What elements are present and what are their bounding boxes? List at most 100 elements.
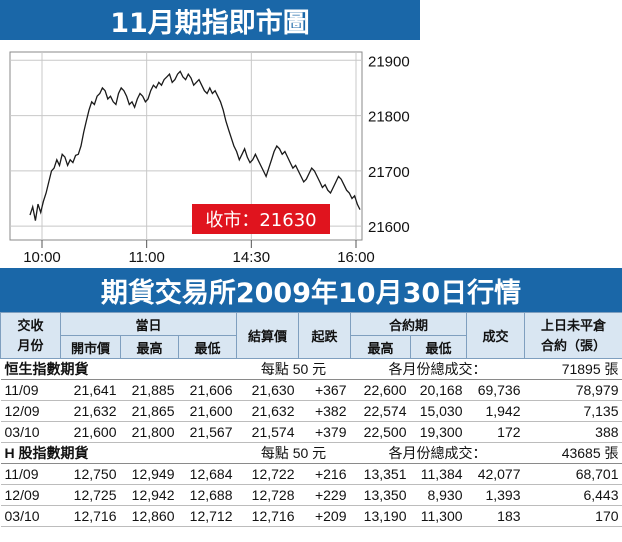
chart-panel: 21900 21800 21700 21600 10:00 11:00 14:30 16:00… — [0, 40, 420, 268]
table-cell: 20,168 — [410, 379, 467, 401]
table-body: 恒生指數期貨 每點 50 元各月份總成交： 71895 張 11/09 21,641 21… — [0, 358, 622, 527]
group-point-value: 每點 50 元 — [236, 358, 351, 380]
table-cell: 12/09 — [0, 484, 61, 506]
table-cell: +379 — [298, 421, 351, 443]
table-cell: 1,942 — [466, 400, 525, 422]
table-cell: 7,135 — [524, 400, 622, 422]
header-period-high: 最高 — [350, 335, 411, 359]
table-cell: 22,600 — [350, 379, 411, 401]
table-cell: 11/09 — [0, 463, 61, 485]
header-settlement: 結算價 — [236, 312, 299, 359]
table-row: 12/09 21,632 21,865 21,600 21,632 +382 22,574 1… — [0, 400, 622, 422]
table-cell: 22,574 — [350, 400, 411, 422]
table-cell: +216 — [298, 463, 351, 485]
header-month: 交收 月份 — [0, 312, 61, 359]
table-cell: 12,725 — [60, 484, 121, 506]
chart-title: 11月期指即市圖 — [0, 0, 420, 40]
table-row: 11/09 21,641 21,885 21,606 21,630 +367 22,600 2… — [0, 379, 622, 401]
table-row: 03/10 12,716 12,860 12,712 12,716 +209 13,190 1… — [0, 505, 622, 527]
group-volume-label: 各月份總成交： — [350, 358, 525, 380]
y-tick-label: 21600 — [368, 219, 410, 236]
table-cell: 12,728 — [236, 484, 299, 506]
x-tick-label: 16:00 — [337, 249, 375, 266]
group-header-row: 恒生指數期貨 每點 50 元各月份總成交： 71895 張 — [0, 358, 622, 380]
table-cell: 388 — [524, 421, 622, 443]
price-line — [29, 70, 361, 221]
group-volume-total: 71895 張 — [524, 358, 622, 380]
table-cell: 78,979 — [524, 379, 622, 401]
table-row: 03/10 21,600 21,800 21,567 21,574 +379 22,500 1… — [0, 421, 622, 443]
table-cell: +229 — [298, 484, 351, 506]
table-cell: 21,574 — [236, 421, 299, 443]
table-cell: 13,351 — [350, 463, 411, 485]
table-cell: 19,300 — [410, 421, 467, 443]
table-cell: 170 — [524, 505, 622, 527]
table-cell: 1,393 — [466, 484, 525, 506]
close-annotation: 收市：21630 — [192, 204, 330, 234]
table-cell: 12,688 — [178, 484, 237, 506]
table-cell: 21,800 — [120, 421, 179, 443]
header-open: 開市價 — [60, 335, 121, 359]
header-period-low: 最低 — [409, 335, 468, 359]
table-cell: +367 — [298, 379, 351, 401]
table-cell: 12,684 — [178, 463, 237, 485]
table-cell: +209 — [298, 505, 351, 527]
group-header-row: H 股指數期貨 每點 50 元各月份總成交： 43685 張 — [0, 442, 622, 464]
intraday-chart: 21900 21800 21700 21600 10:00 11:00 14:30 16:00… — [9, 51, 410, 266]
header-high: 最高 — [120, 335, 179, 359]
header-open-interest: 上日未平倉 合約（張） — [524, 312, 622, 359]
table-cell: 68,701 — [524, 463, 622, 485]
table-cell: 21,600 — [60, 421, 121, 443]
table-cell: 12,712 — [178, 505, 237, 527]
header-volume: 成交 — [466, 312, 526, 359]
table-cell: 03/10 — [0, 505, 61, 527]
table-cell: 183 — [466, 505, 525, 527]
group-point-value: 每點 50 元 — [236, 442, 351, 464]
table-cell: 12,722 — [236, 463, 299, 485]
table-cell: 42,077 — [466, 463, 525, 485]
header-low: 最低 — [178, 335, 237, 359]
x-tick-label: 14:30 — [233, 249, 271, 266]
table-cell: 21,632 — [236, 400, 299, 422]
table-cell: 12,750 — [60, 463, 121, 485]
table-cell: 22,500 — [350, 421, 411, 443]
table-cell: 6,443 — [524, 484, 622, 506]
table-cell: 11,384 — [410, 463, 467, 485]
table-cell: 21,567 — [178, 421, 237, 443]
table-cell: 13,350 — [350, 484, 411, 506]
table-cell: 13,190 — [350, 505, 411, 527]
table-cell: 21,632 — [60, 400, 121, 422]
table-cell: 11/09 — [0, 379, 61, 401]
table-cell: 21,641 — [60, 379, 121, 401]
table-cell: 21,630 — [236, 379, 299, 401]
y-tick-label: 21800 — [368, 109, 410, 126]
table-row: 12/09 12,725 12,942 12,688 12,728 +229 13,350 8… — [0, 484, 622, 506]
y-tick-label: 21900 — [368, 53, 410, 70]
table-cell: 69,736 — [466, 379, 525, 401]
table-cell: 21,606 — [178, 379, 237, 401]
table-title: 期貨交易所2009年10月30日行情 — [0, 268, 622, 312]
table-cell: 12,716 — [236, 505, 299, 527]
group-volume-label: 各月份總成交： — [350, 442, 525, 464]
futures-table: 交收 月份 當日 結算價 起跌 合約期 成交 上日未平倉 合約（張） 開市價 最… — [0, 312, 622, 527]
table-cell: +382 — [298, 400, 351, 422]
y-tick-label: 21700 — [368, 164, 410, 181]
table-cell: 12,716 — [60, 505, 121, 527]
group-name: H 股指數期貨 — [0, 442, 237, 464]
table-cell: 12,942 — [120, 484, 179, 506]
table-cell: 12/09 — [0, 400, 61, 422]
table-cell: 15,030 — [410, 400, 467, 422]
group-volume-total: 43685 張 — [524, 442, 622, 464]
table-row: 11/09 12,750 12,949 12,684 12,722 +216 13,351 1… — [0, 463, 622, 485]
table-cell: 12,949 — [120, 463, 179, 485]
table-cell: 12,860 — [120, 505, 179, 527]
header-today: 當日 — [60, 312, 237, 336]
group-name: 恒生指數期貨 — [0, 358, 237, 380]
close-annotation-label: 收市：21630 — [205, 210, 316, 231]
header-change: 起跌 — [298, 312, 351, 359]
table-cell: 172 — [466, 421, 525, 443]
table-cell: 21,865 — [120, 400, 179, 422]
header-contract-period: 合約期 — [349, 312, 468, 336]
table-cell: 21,600 — [178, 400, 237, 422]
close-annotation-box — [192, 204, 330, 234]
